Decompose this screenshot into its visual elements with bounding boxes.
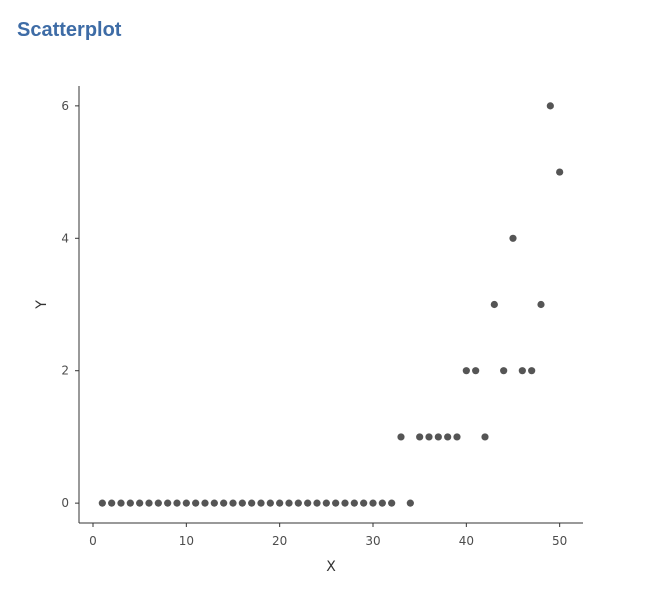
data-point <box>257 499 265 507</box>
data-point <box>332 499 340 507</box>
data-point <box>462 367 470 375</box>
data-point <box>434 433 442 441</box>
data-point <box>425 433 433 441</box>
y-ticks: 0 2 4 6 <box>61 99 79 510</box>
data-point <box>350 499 358 507</box>
data-point <box>126 499 134 507</box>
data-point <box>98 499 106 507</box>
x-tick-label: 10 <box>179 534 194 548</box>
data-point <box>304 499 312 507</box>
data-point <box>416 433 424 441</box>
data-point <box>229 499 237 507</box>
data-point <box>108 499 116 507</box>
data-point <box>406 499 414 507</box>
x-tick-label: 30 <box>365 534 380 548</box>
data-point <box>360 499 368 507</box>
data-point <box>145 499 153 507</box>
data-point <box>164 499 172 507</box>
data-point <box>500 367 508 375</box>
x-ticks: 0 10 20 30 40 50 <box>89 523 567 548</box>
data-point <box>238 499 246 507</box>
data-point <box>276 499 284 507</box>
x-tick-label: 0 <box>89 534 97 548</box>
data-point <box>201 499 209 507</box>
y-tick-label: 4 <box>61 231 69 245</box>
data-point <box>136 499 144 507</box>
data-point <box>322 499 330 507</box>
x-tick-label: 40 <box>459 534 474 548</box>
x-tick-label: 20 <box>272 534 287 548</box>
data-point <box>556 168 564 176</box>
data-point <box>192 499 200 507</box>
data-point <box>173 499 181 507</box>
data-point <box>285 499 293 507</box>
data-point <box>182 499 190 507</box>
data-point <box>509 234 517 242</box>
y-tick-label: 6 <box>61 99 69 113</box>
data-point <box>528 367 536 375</box>
data-point <box>117 499 125 507</box>
data-point <box>444 433 452 441</box>
data-point <box>248 499 256 507</box>
data-point <box>154 499 162 507</box>
axes <box>78 86 583 524</box>
data-point <box>313 499 321 507</box>
data-point <box>378 499 386 507</box>
data-point <box>341 499 349 507</box>
data-point <box>490 300 498 309</box>
data-point <box>220 499 228 507</box>
y-tick-label: 2 <box>61 364 69 378</box>
x-tick-label: 50 <box>552 534 567 548</box>
chart-title: Scatterplot <box>17 19 122 41</box>
data-point <box>397 433 405 441</box>
data-point <box>518 367 526 375</box>
data-point <box>388 499 396 507</box>
data-point <box>537 300 545 309</box>
data-point <box>472 367 480 375</box>
data-point <box>369 499 377 507</box>
data-point <box>210 499 218 507</box>
data-points <box>98 102 564 507</box>
x-axis-title: X <box>326 559 336 575</box>
data-point <box>546 102 554 110</box>
data-point <box>294 499 302 507</box>
data-point <box>266 499 274 507</box>
y-tick-label: 0 <box>61 496 69 510</box>
data-point <box>453 433 461 441</box>
data-point <box>481 433 489 441</box>
y-axis-title: Y <box>34 300 50 310</box>
